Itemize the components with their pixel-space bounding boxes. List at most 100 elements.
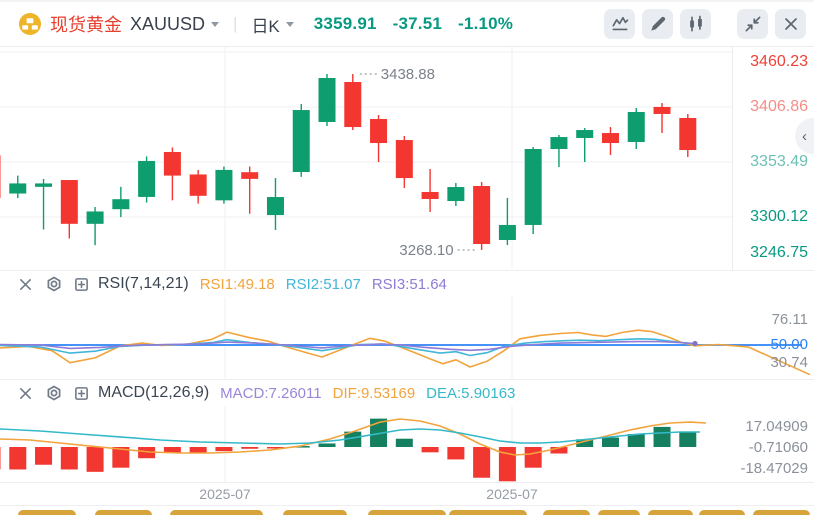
macd-histogram-bar xyxy=(35,447,53,465)
rsi-close-button[interactable] xyxy=(16,275,35,294)
macd-histogram-bar xyxy=(292,446,310,448)
rsi-panel-header: RSI(7,14,21) RSI1:49.18 RSI2:51.07 RSI3:… xyxy=(0,270,814,297)
bottom-toolbar-button[interactable] xyxy=(699,510,745,515)
price-annotation: 3438.88 xyxy=(359,66,435,83)
candle xyxy=(395,136,413,188)
rsi-line-RSI1 xyxy=(0,329,811,376)
macd-histogram-bar xyxy=(550,447,568,454)
candle xyxy=(60,180,78,239)
bottom-toolbar-strip xyxy=(0,505,814,515)
bottom-toolbar-button[interactable] xyxy=(598,510,640,515)
bottom-toolbar-button[interactable] xyxy=(368,510,446,515)
macd-histogram-bar xyxy=(9,447,27,470)
macd-panel-header: MACD(12,26,9) MACD:7.26011 DIF:9.53169 D… xyxy=(0,379,814,406)
quote-group: 3359.91 -37.51 -1.10% xyxy=(314,14,529,34)
interval-dropdown-caret-icon[interactable] xyxy=(285,21,294,27)
candlestick-icon xyxy=(689,15,702,32)
collapse-chart-button[interactable] xyxy=(737,9,768,39)
settings-nut-icon xyxy=(47,385,60,401)
macd-histogram-bar xyxy=(395,438,413,447)
bottom-toolbar-button[interactable] xyxy=(449,510,527,515)
chart-header: 现货黄金 XAUUSD | 日K 3359.91 -37.51 -1.10% xyxy=(0,2,814,47)
rsi3-value: RSI3:51.64 xyxy=(371,275,447,293)
candle xyxy=(138,156,156,203)
rsi-last-point-dot xyxy=(692,340,698,347)
macd-histogram-bar xyxy=(679,431,697,447)
bottom-toolbar-button[interactable] xyxy=(18,510,76,515)
indicator-button[interactable] xyxy=(604,9,635,39)
candle xyxy=(189,169,207,204)
candle xyxy=(627,107,645,150)
symbol-code[interactable]: XAUUSD xyxy=(130,13,206,34)
candle xyxy=(0,155,1,199)
macd-histogram-bar xyxy=(370,418,388,447)
candlestick-chart[interactable]: 3438.88 3268.10 xyxy=(0,47,733,270)
rsi-settings-button[interactable] xyxy=(44,275,63,294)
macd-close-button[interactable] xyxy=(16,384,35,403)
macd-histogram-bar xyxy=(601,437,619,447)
macd-dif-line xyxy=(0,418,707,456)
candle xyxy=(215,166,233,204)
macd-histogram-bar xyxy=(112,447,130,468)
candle xyxy=(344,73,362,131)
macd-histogram-bar xyxy=(524,447,542,468)
bottom-toolbar-button[interactable] xyxy=(753,510,810,515)
rsi-expand-button[interactable] xyxy=(72,275,91,294)
draw-button[interactable] xyxy=(642,9,673,39)
plus-square-icon xyxy=(75,386,88,400)
price-annotation: 3268.10 xyxy=(399,242,475,259)
candle xyxy=(266,178,284,231)
candle xyxy=(421,168,439,212)
dif-value: DIF:9.53169 xyxy=(332,384,416,402)
candle xyxy=(447,183,465,206)
symbol-dropdown-caret-icon[interactable] xyxy=(211,21,220,27)
chart-toolbar xyxy=(604,9,806,39)
time-axis[interactable]: 2025-07 2025-07 xyxy=(0,482,814,506)
macd-title: MACD(12,26,9) xyxy=(98,384,210,401)
candle-style-button[interactable] xyxy=(680,9,711,39)
close-chart-button[interactable] xyxy=(775,9,806,39)
macd-expand-button[interactable] xyxy=(72,384,91,403)
last-price: 3359.91 xyxy=(313,14,377,33)
candle xyxy=(524,147,542,235)
macd-histogram-bar xyxy=(318,443,336,447)
rsi-title: RSI(7,14,21) xyxy=(98,275,189,292)
price-axis-collapse-tab[interactable]: ‹ xyxy=(795,118,814,154)
header-divider: | xyxy=(233,14,238,33)
macd-value: MACD:7.26011 xyxy=(220,384,322,402)
candle xyxy=(679,113,697,158)
macd-histogram-bar xyxy=(498,447,516,482)
candle xyxy=(112,186,130,218)
rsi1-value: RSI1:49.18 xyxy=(199,275,275,293)
macd-histogram-bar xyxy=(627,433,645,447)
bottom-toolbar-button[interactable] xyxy=(648,510,693,515)
macd-histogram-bar xyxy=(163,447,181,453)
plus-square-icon xyxy=(75,277,88,291)
macd-histogram-bar xyxy=(576,439,594,447)
price-change: -37.51 xyxy=(392,14,443,33)
bottom-toolbar-button[interactable] xyxy=(543,510,590,515)
macd-histogram-bar xyxy=(266,447,284,449)
bottom-toolbar-button[interactable] xyxy=(283,510,347,515)
rsi-chart[interactable] xyxy=(0,297,814,379)
macd-histogram-bar xyxy=(653,426,671,447)
time-axis-label: 2025-07 xyxy=(199,486,251,502)
candle xyxy=(550,134,568,168)
candle xyxy=(163,147,181,201)
rsi2-value: RSI2:51.07 xyxy=(285,275,361,293)
macd-histogram-bar xyxy=(138,447,156,459)
macd-histogram-bar xyxy=(447,447,465,460)
macd-dea-line xyxy=(0,428,700,445)
close-icon xyxy=(20,387,31,399)
candle xyxy=(86,207,104,246)
macd-histogram-bar xyxy=(344,431,362,447)
interval-selector[interactable]: 日K xyxy=(251,16,280,36)
bottom-toolbar-button[interactable] xyxy=(95,510,152,515)
candle xyxy=(318,73,336,127)
bottom-toolbar-button[interactable] xyxy=(170,510,263,515)
macd-settings-button[interactable] xyxy=(44,384,63,403)
candle xyxy=(601,127,619,155)
candle xyxy=(9,175,27,199)
macd-chart[interactable] xyxy=(0,405,814,482)
